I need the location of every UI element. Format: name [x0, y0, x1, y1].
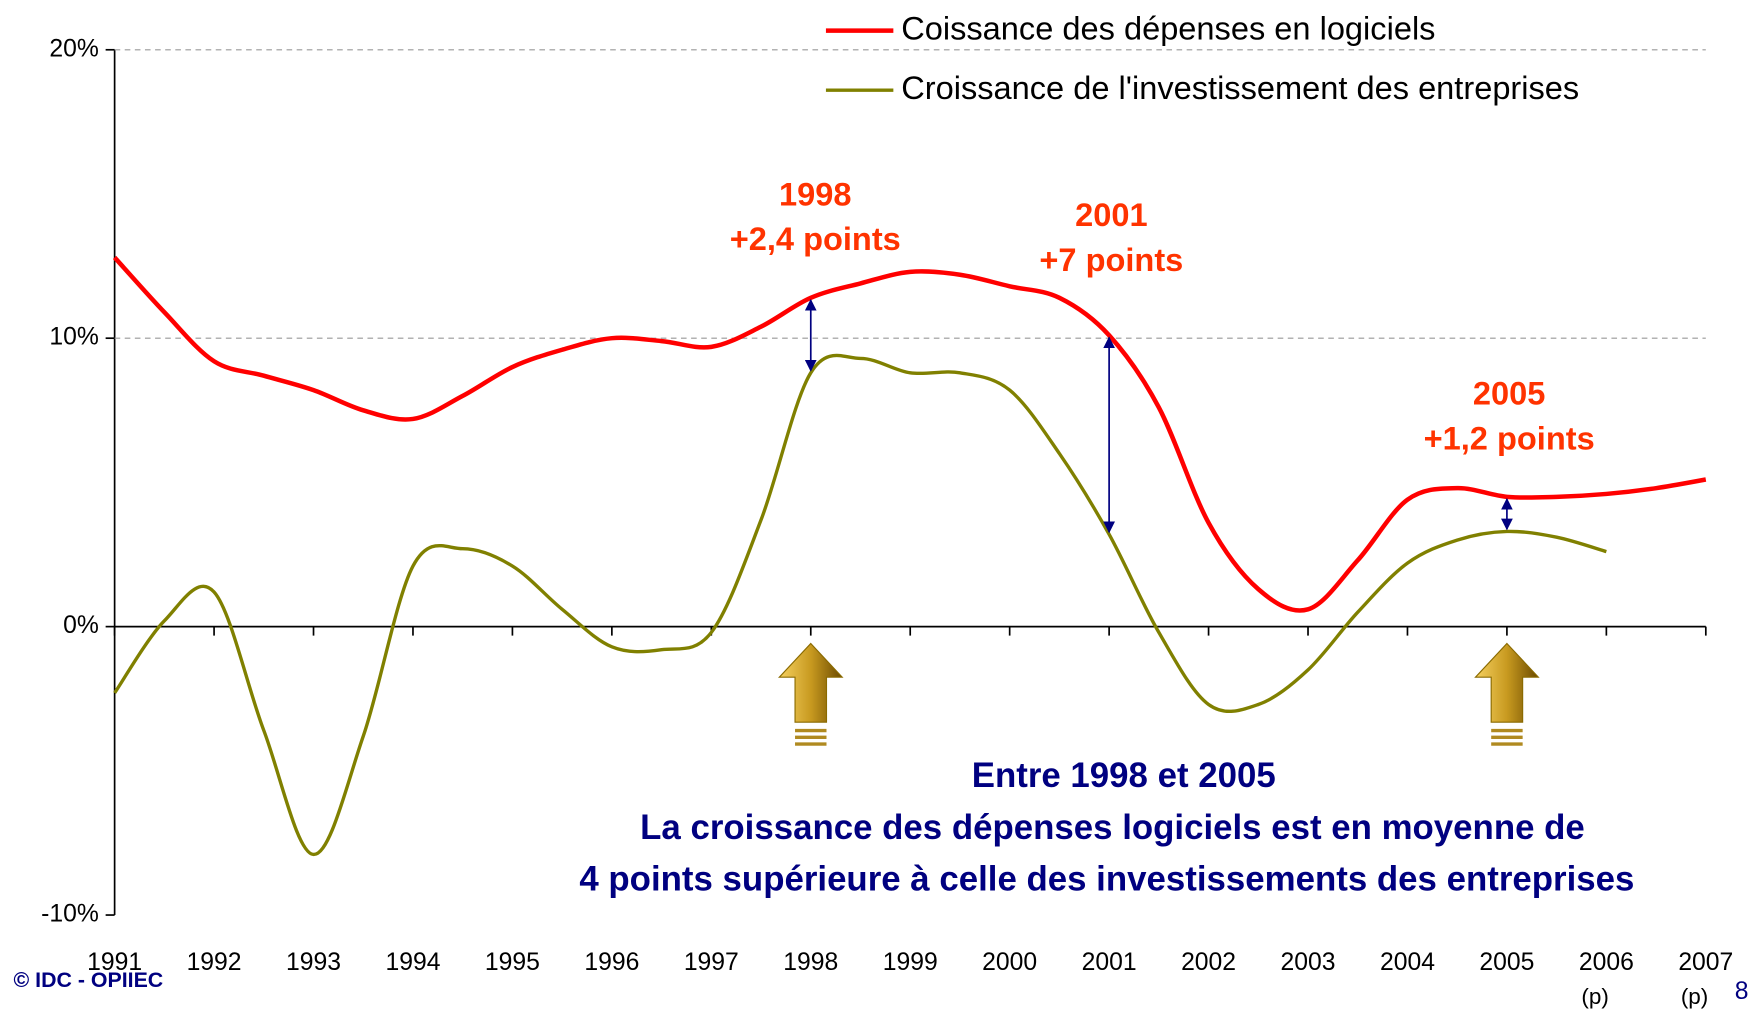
y-tick-label: -10%	[41, 901, 99, 928]
x-tick-label: 2007	[1678, 949, 1733, 976]
highlight-arrow	[778, 642, 844, 723]
series-line	[112, 255, 1707, 613]
annotation: +7 points	[1039, 242, 1183, 278]
x-tick-label: 1999	[883, 949, 938, 976]
y-tick-label: 10%	[49, 324, 98, 351]
projection-label: (p)	[1681, 984, 1708, 1009]
x-tick-label: 1992	[187, 949, 242, 976]
legend-label: Croissance de l'investissement des entre…	[901, 70, 1579, 106]
x-tick-label: 2001	[1082, 949, 1137, 976]
y-tick-label: 20%	[49, 35, 98, 62]
legend-label: Coissance des dépenses en logiciels	[901, 10, 1435, 46]
x-tick-label: 2006	[1579, 949, 1634, 976]
x-tick-label: 1993	[286, 949, 341, 976]
conclusion: La croissance des dépenses logiciels est…	[640, 808, 1585, 847]
annotation: 2001	[1075, 197, 1147, 233]
x-tick-label: 2000	[982, 949, 1037, 976]
conclusion: Entre 1998 et 2005	[972, 756, 1276, 795]
x-tick-label: 2002	[1181, 949, 1236, 976]
highlight-arrow-stripe	[1491, 728, 1523, 733]
x-tick-label: 1996	[584, 949, 639, 976]
x-tick-label: 1998	[783, 949, 838, 976]
x-tick-label: 2005	[1479, 949, 1534, 976]
highlight-arrow	[1474, 642, 1540, 723]
highlight-arrow-stripe	[1491, 742, 1523, 746]
highlight-arrow-stripe	[795, 742, 827, 746]
footer: © IDC - OPIIEC	[13, 968, 163, 992]
page-number: 8	[1735, 978, 1749, 1005]
highlight-arrow-stripe	[795, 728, 827, 733]
annotation: +1,2 points	[1424, 420, 1595, 456]
highlight-arrow-stripe	[795, 735, 827, 739]
x-tick-label: 1994	[385, 949, 440, 976]
highlight-arrow-stripe	[1491, 735, 1523, 739]
x-tick-label: 1991	[87, 949, 142, 976]
x-tick-label: 1997	[684, 949, 739, 976]
x-tick-label: 2004	[1380, 949, 1435, 976]
y-tick-label: 0%	[63, 612, 99, 639]
annotation: 2005	[1473, 375, 1545, 411]
x-tick-label: 1995	[485, 949, 540, 976]
projection-label: (p)	[1581, 984, 1608, 1009]
series-line	[113, 353, 1607, 857]
conclusion: 4 points supérieure à celle des investis…	[579, 860, 1634, 899]
annotation: +2,4 points	[730, 221, 901, 257]
x-tick-label: 2003	[1281, 949, 1336, 976]
annotation: 1998	[779, 176, 851, 212]
